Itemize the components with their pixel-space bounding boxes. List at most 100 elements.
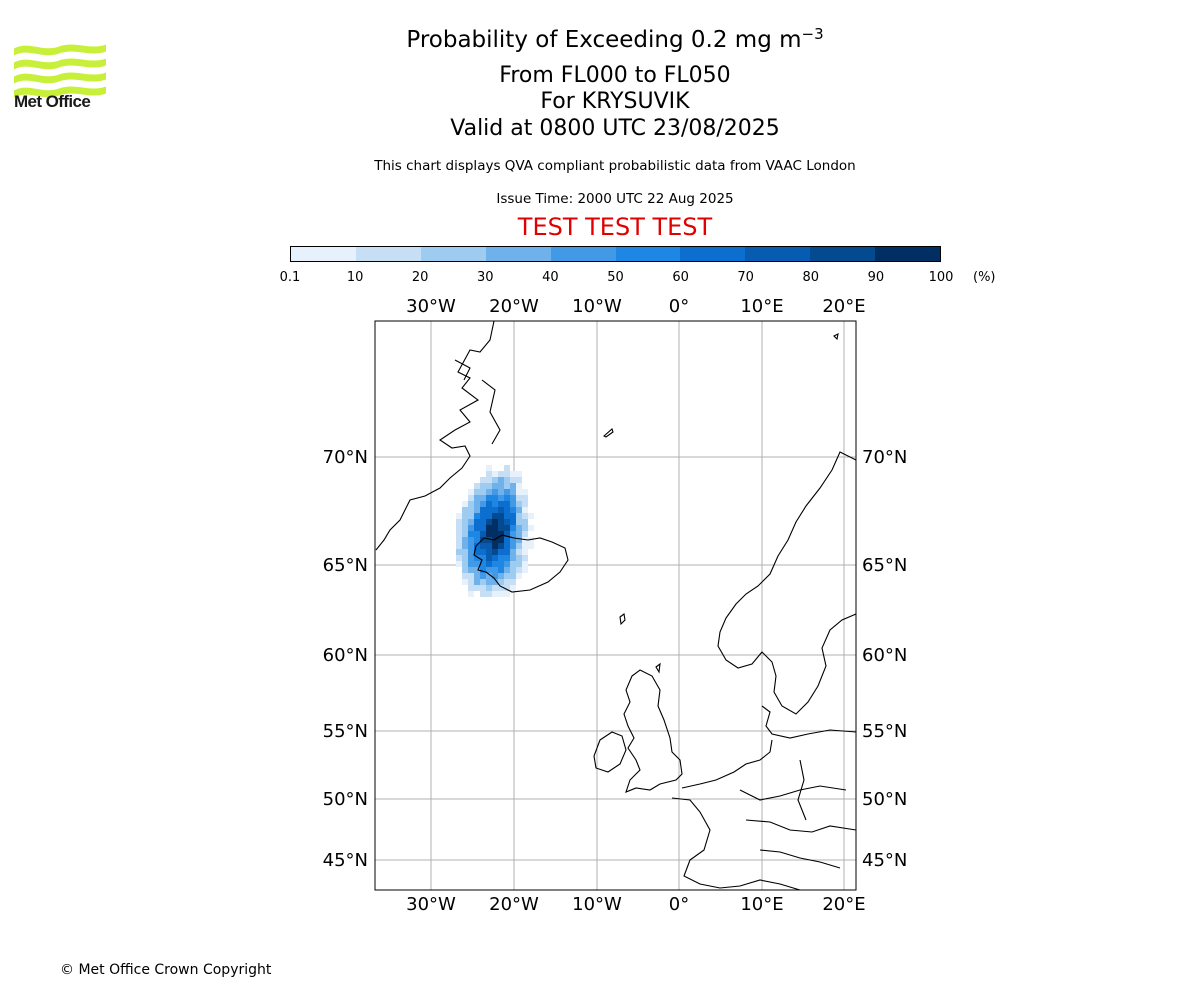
plume-cell <box>510 471 516 477</box>
plume-cell <box>492 531 498 537</box>
lon-label-top: 20°W <box>489 296 539 317</box>
colorbar-tick-label: 60 <box>672 270 689 285</box>
colorbar-unit: (%) <box>973 270 996 285</box>
lon-label-top: 30°W <box>406 296 456 317</box>
plume-cell <box>522 519 528 525</box>
plume-cell <box>468 573 474 579</box>
plume-cell <box>468 561 474 567</box>
plume-cell <box>486 567 492 573</box>
colorbar-segment <box>745 247 811 261</box>
plume-cell <box>480 573 486 579</box>
plume-cell <box>516 483 522 489</box>
plume-cell <box>486 555 492 561</box>
plume-cell <box>510 489 516 495</box>
plume-cell <box>516 519 522 525</box>
lat-label-right: 55°N <box>862 721 907 742</box>
map-frame <box>374 320 857 891</box>
plume-cell <box>504 471 510 477</box>
colorbar-segment <box>355 247 421 261</box>
lat-label-left: 60°N <box>323 645 368 666</box>
plume-cell <box>516 561 522 567</box>
plume-cell <box>480 531 486 537</box>
plume-cell <box>474 555 480 561</box>
plume-cell <box>468 585 474 591</box>
plume-cell <box>480 501 486 507</box>
plume-cell <box>498 573 504 579</box>
plume-cell <box>462 549 468 555</box>
plume-cell <box>486 579 492 585</box>
colorbar-tick-label: 100 <box>928 270 954 285</box>
plume-cell <box>492 513 498 519</box>
title-text: Probability of Exceeding 0.2 mg m <box>406 27 802 53</box>
plume-cell <box>468 519 474 525</box>
plume-cell <box>498 483 504 489</box>
lon-label-top: 10°E <box>740 296 783 317</box>
plume-cell <box>486 591 492 597</box>
plume-cell <box>456 525 462 531</box>
colorbar-tick-label: 50 <box>607 270 624 285</box>
plume-cell <box>474 567 480 573</box>
chart-description: This chart displays QVA compliant probab… <box>374 158 856 174</box>
plume-cell <box>510 555 516 561</box>
plume-cell <box>510 561 516 567</box>
plume-cell <box>492 573 498 579</box>
plume-cell <box>480 567 486 573</box>
plume-cell <box>474 489 480 495</box>
longitude-labels-bottom: 30°W 20°W 10°W 0° 10°E 20°E <box>406 894 865 915</box>
plume-cell <box>480 561 486 567</box>
plume-cell <box>504 537 510 543</box>
plume-cell <box>516 543 522 549</box>
plume-cell <box>462 555 468 561</box>
plume-cell <box>516 477 522 483</box>
colorbar-segment <box>485 247 551 261</box>
plume-cell <box>504 489 510 495</box>
plume-cell <box>510 549 516 555</box>
plume-cell <box>492 561 498 567</box>
plume-cell <box>492 495 498 501</box>
plume-cell <box>504 525 510 531</box>
plume-cell <box>510 585 516 591</box>
met-office-logo-icon <box>14 44 106 98</box>
colorbar-tick-label: 10 <box>346 270 364 285</box>
plume-cell <box>480 585 486 591</box>
lon-label-bottom: 10°E <box>740 894 783 915</box>
plume-cell <box>492 591 498 597</box>
lat-label-left: 55°N <box>323 721 368 742</box>
plume-cell <box>492 519 498 525</box>
plume-cell <box>516 531 522 537</box>
plume-cell <box>498 495 504 501</box>
plume-cell <box>522 489 528 495</box>
plume-cell <box>474 525 480 531</box>
plume-cell <box>468 501 474 507</box>
plume-cell <box>522 543 528 549</box>
plume-cell <box>456 543 462 549</box>
lat-label-left: 45°N <box>323 850 368 871</box>
lat-label-left: 50°N <box>323 789 368 810</box>
plume-cell <box>492 585 498 591</box>
lat-label-left: 65°N <box>323 555 368 576</box>
plume-cell <box>486 477 492 483</box>
plume-cell <box>498 549 504 555</box>
plume-cell <box>522 567 528 573</box>
plume-cell <box>516 573 522 579</box>
plume-cell <box>480 519 486 525</box>
probability-colorbar <box>290 246 941 262</box>
lon-label-bottom: 20°E <box>822 894 865 915</box>
plume-cell <box>510 501 516 507</box>
plume-cell <box>504 573 510 579</box>
plume-cell <box>504 507 510 513</box>
plume-cell <box>522 561 528 567</box>
plume-cell <box>498 519 504 525</box>
plume-cell <box>510 537 516 543</box>
plume-cell <box>486 513 492 519</box>
colorbar-tick-label: 40 <box>542 270 559 285</box>
plume-cell <box>522 525 528 531</box>
plume-cell <box>468 543 474 549</box>
plume-cell <box>504 591 510 597</box>
colorbar-segment <box>615 247 681 261</box>
plume-cell <box>462 519 468 525</box>
plume-cell <box>468 495 474 501</box>
plume-cell <box>480 549 486 555</box>
plume-cell <box>492 579 498 585</box>
plume-cell <box>486 549 492 555</box>
